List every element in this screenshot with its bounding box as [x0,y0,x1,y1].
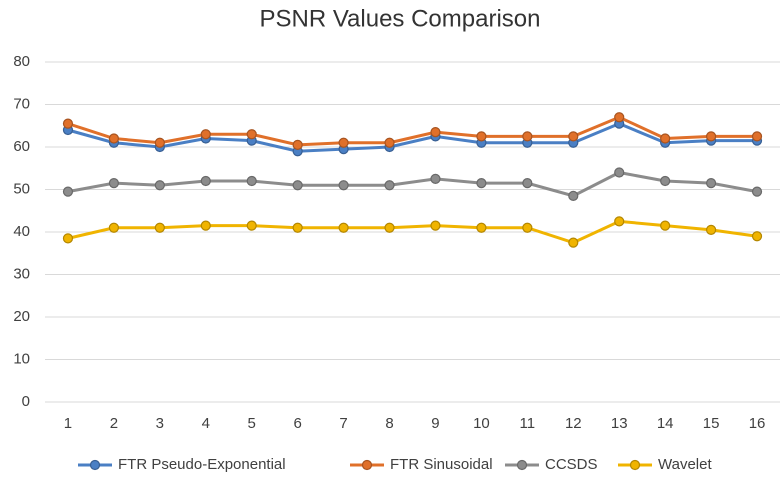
data-point [705,131,717,142]
data-point [200,129,211,140]
legend-label: FTR Sinusoidal [390,456,493,473]
chart-title: PSNR Values Comparison [259,5,540,32]
x-tick-label: 6 [293,415,301,432]
data-point [568,237,579,248]
data-point [292,222,303,233]
data-point [660,175,671,187]
data-point [476,131,487,142]
data-point [384,180,395,191]
legend-label: Wavelet [658,456,712,473]
data-point [62,186,74,197]
data-point [154,137,165,148]
data-point [200,220,211,231]
data-point [660,133,671,144]
y-tick-label: 80 [13,53,30,70]
y-tick-label: 40 [13,223,30,240]
data-point [614,216,625,227]
data-point [384,137,395,148]
data-point [292,139,303,150]
data-point [154,222,165,233]
data-point [292,180,303,191]
legend-marker [629,459,641,471]
data-point [522,131,533,142]
data-point [430,220,441,231]
x-tick-label: 7 [339,415,347,432]
data-point [522,222,533,233]
data-point [338,137,349,148]
data-point [705,178,717,189]
data-point [751,186,763,197]
data-point [62,233,74,244]
x-tick-label: 4 [202,415,210,432]
data-point [200,175,211,187]
y-tick-label: 70 [13,95,30,112]
y-tick-label: 10 [13,350,30,367]
data-point [338,222,349,233]
x-tick-label: 8 [385,415,393,432]
y-tick-label: 50 [13,180,30,197]
data-point [384,222,395,233]
data-point [108,178,120,189]
data-point [522,178,533,189]
data-point [246,175,257,187]
x-tick-label: 15 [703,415,720,432]
data-point [476,178,487,189]
data-point [751,231,763,242]
x-tick-label: 1 [64,415,72,432]
legend-label: CCSDS [545,456,598,473]
x-tick-label: 9 [431,415,439,432]
data-point [568,131,579,142]
data-point [660,220,671,231]
series-line [67,122,758,153]
y-tick-label: 30 [13,265,30,282]
y-tick-label: 60 [13,138,30,155]
data-point [568,190,579,201]
legend-marker [361,459,373,471]
data-point [614,112,625,123]
legend-marker [516,459,528,471]
series-line [67,170,758,198]
x-tick-label: 10 [473,415,490,432]
data-point [246,129,257,140]
data-point [62,118,74,129]
data-point [108,222,120,233]
x-tick-label: 14 [657,415,674,432]
series-line [67,115,758,147]
x-tick-label: 5 [248,415,256,432]
series-line [67,219,758,245]
data-point [338,180,349,191]
x-tick-label: 12 [565,415,582,432]
y-tick-label: 0 [22,393,30,410]
x-tick-label: 11 [520,415,536,432]
data-point [246,220,257,231]
x-tick-label: 13 [611,415,628,432]
data-point [430,127,441,138]
x-tick-label: 3 [156,415,164,432]
data-point [705,224,717,235]
data-point [154,180,165,191]
data-point [430,173,441,184]
data-point [108,133,120,144]
legend-marker [89,459,101,471]
y-tick-label: 20 [13,308,30,325]
x-tick-label: 2 [110,415,118,432]
data-point [476,222,487,233]
data-point [614,167,625,178]
data-point [751,131,763,142]
legend-label: FTR Pseudo-Exponential [118,456,286,473]
x-tick-label: 16 [749,415,766,432]
